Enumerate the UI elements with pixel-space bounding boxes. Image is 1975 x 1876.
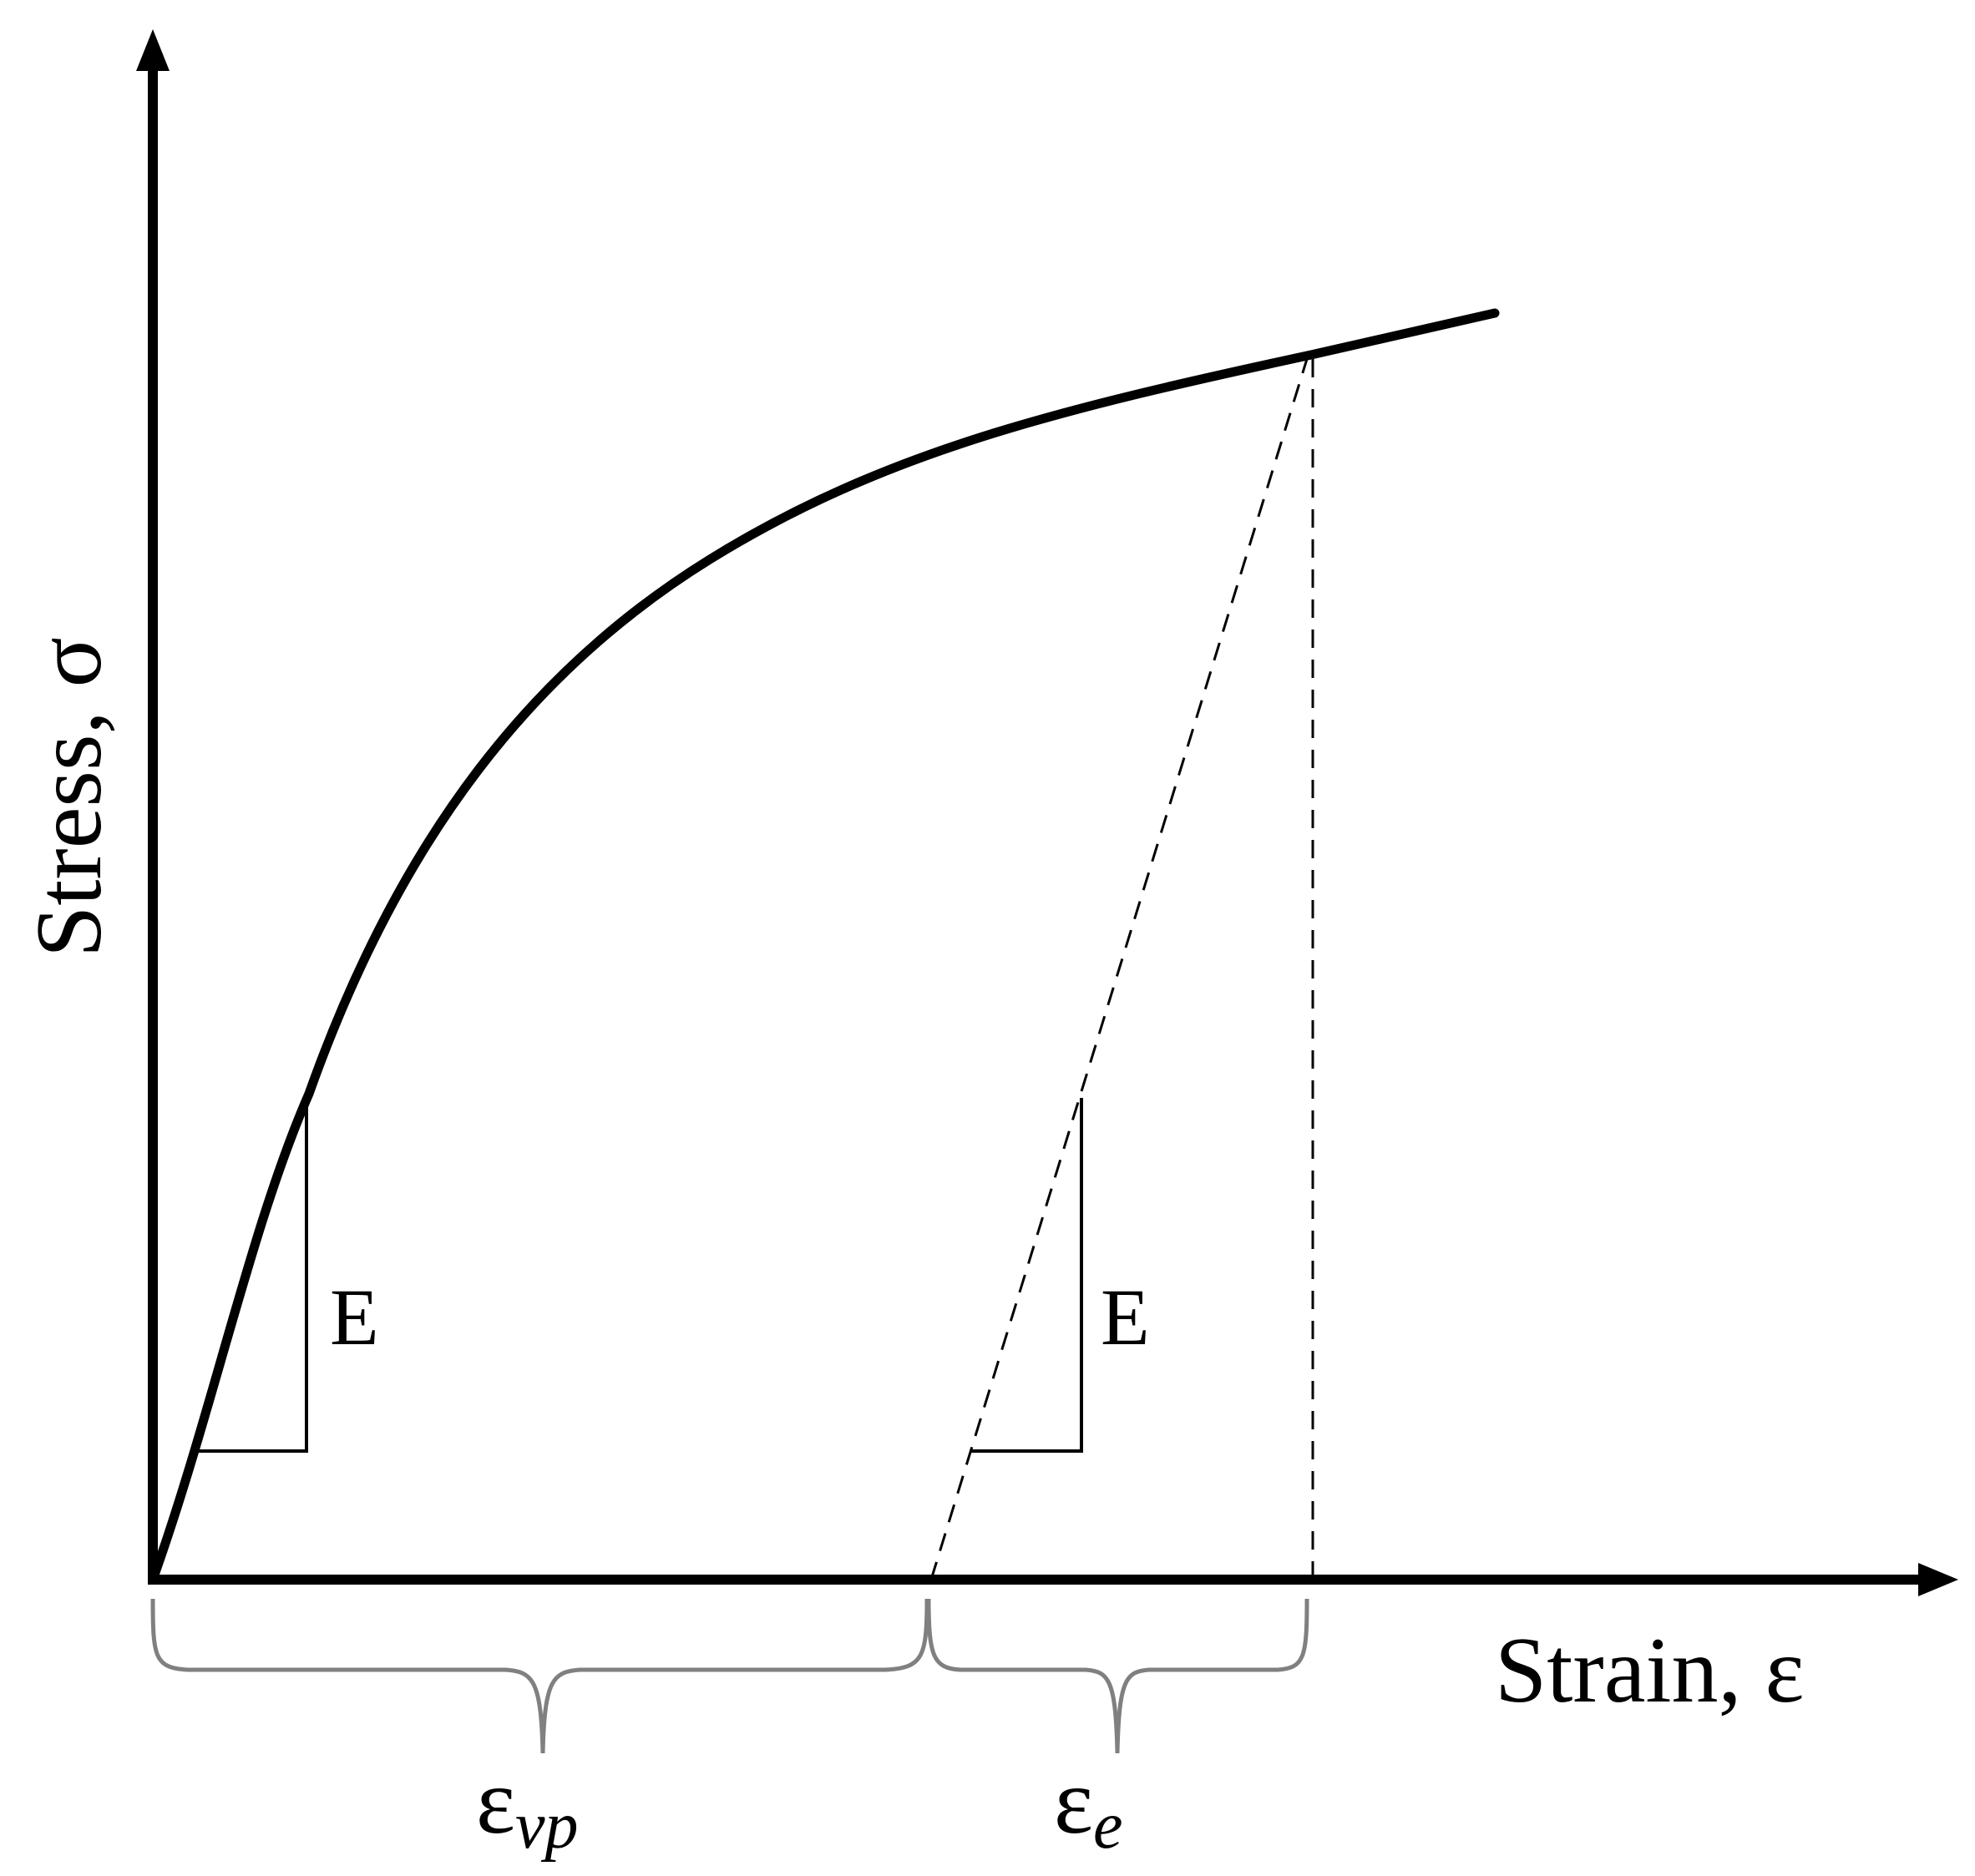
strain-vp-brace [150,1598,929,1754]
stress-strain-curve [148,308,1500,1585]
unloading-modulus-label: E [1101,1272,1150,1362]
strain-vp-subscript: vp [515,1789,579,1863]
unloading-line [929,358,1309,1580]
strain-e-base: ε [1054,1750,1093,1853]
strain-vp-label: εvp [476,1750,579,1863]
unloading-slope-triangle [970,1098,1083,1453]
loading-slope-triangle [195,1098,308,1453]
x-axis-label: Strain, ε [1495,1619,1805,1722]
strain-vp-base: ε [476,1750,515,1853]
strain-e-label: εe [1054,1750,1123,1863]
loading-modulus-label: E [330,1272,379,1362]
y-axis-label: Stress, σ [18,637,121,958]
strain-e-brace [926,1598,1309,1754]
y-axis-arrowhead [136,29,170,71]
strain-e-subscript: e [1093,1789,1123,1863]
x-axis-arrowhead [1918,1563,1958,1596]
